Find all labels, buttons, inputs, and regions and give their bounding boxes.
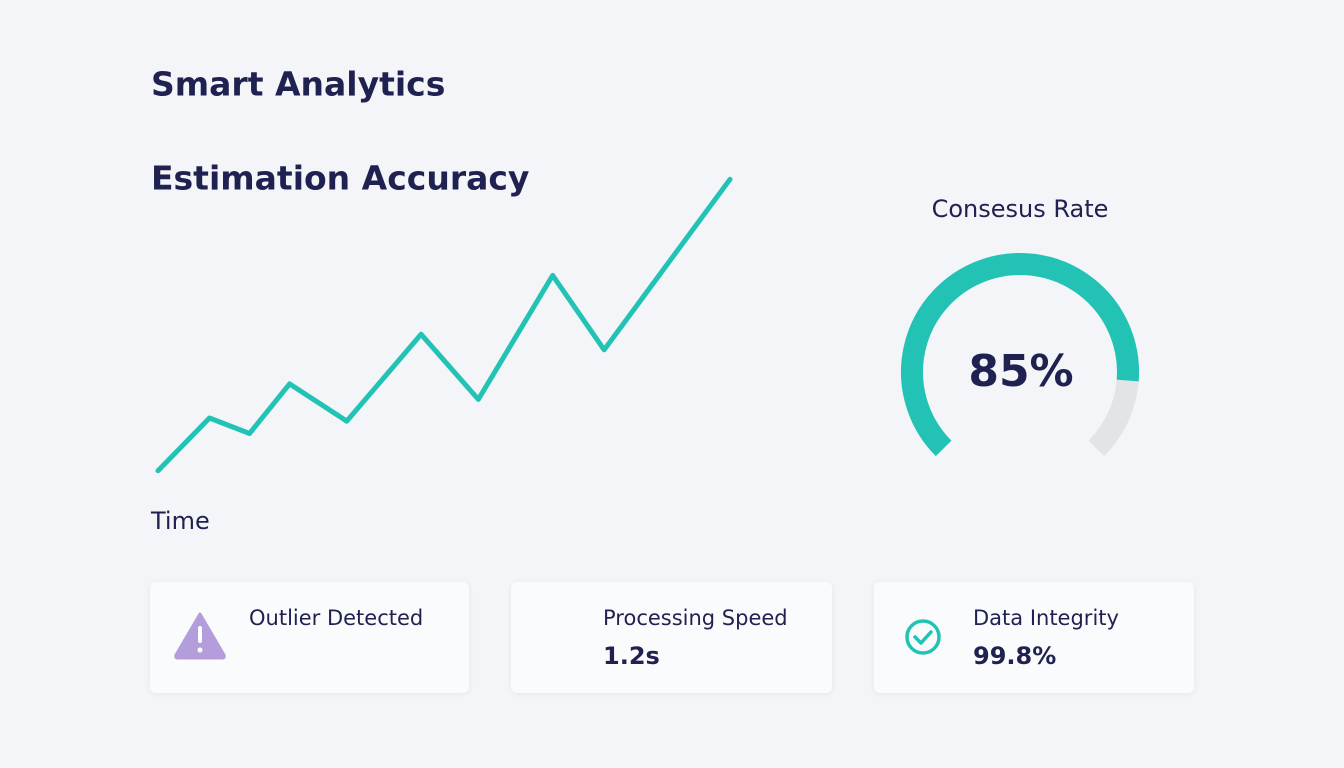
- card-label: Data Integrity: [973, 606, 1119, 630]
- card-value: 1.2s: [603, 642, 660, 670]
- card-label: Outlier Detected: [249, 606, 423, 630]
- page-title: Smart Analytics: [151, 65, 445, 104]
- card: [150, 582, 469, 693]
- line: [155, 176, 733, 474]
- check-icon: [905, 619, 941, 655]
- x-axis-label: Time: [150, 507, 210, 535]
- card-value: 99.8%: [973, 642, 1056, 670]
- card: [511, 582, 832, 693]
- gauge-value: 85%: [968, 346, 1073, 397]
- card-label: Processing Speed: [603, 606, 788, 630]
- chart-title: Estimation Accuracy: [151, 159, 529, 198]
- gauge-title: Consesus Rate: [932, 195, 1109, 223]
- card: [874, 582, 1194, 693]
- warning-icon: [174, 612, 226, 660]
- gauge-arc: [901, 253, 1139, 457]
